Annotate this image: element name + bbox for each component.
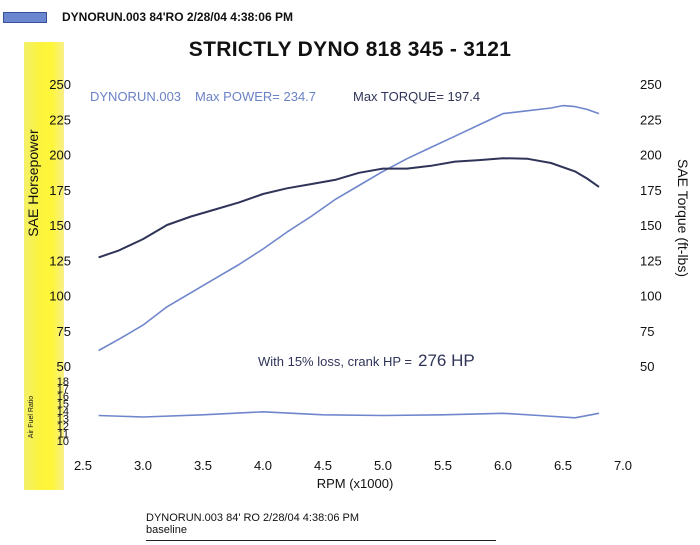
afr-line — [98, 410, 600, 419]
left-tick-label: 75 — [57, 324, 71, 339]
footer-run-info: DYNORUN.003 84' RO 2/28/04 4:38:06 PM — [146, 512, 360, 524]
dyno-chart: 250 225 200 175 150 125 100 75 50 250 225 200 175 15… — [25, 77, 691, 491]
torque-line — [98, 157, 600, 259]
x-tick-label: 5.5 — [434, 458, 452, 473]
right-tick-label: 50 — [640, 359, 654, 374]
left-tick-label: 250 — [49, 77, 71, 92]
afr-tick-label: 12 — [57, 421, 69, 433]
afr-tick-label: 18 — [57, 376, 69, 388]
run-color-swatch — [3, 12, 47, 23]
x-tick-label: 2.5 — [74, 458, 92, 473]
left-tick-label: 100 — [49, 289, 71, 304]
afr-tick-label: 17 — [57, 384, 69, 396]
footer-baseline: baseline — [146, 524, 187, 536]
afr-axis-label: Air Fuel Ratio — [28, 396, 35, 439]
afr-tick-label: 14 — [57, 406, 69, 418]
afr-tick-label: 15 — [57, 399, 69, 411]
right-tick-label: 150 — [640, 218, 662, 233]
right-tick-label: 100 — [640, 289, 662, 304]
right-tick-label: 200 — [640, 148, 662, 163]
legend-power: Max POWER= 234.7 — [195, 89, 316, 104]
x-axis-label: RPM (x1000) — [317, 476, 394, 491]
right-tick-label: 75 — [640, 324, 654, 339]
afr-tick-label: 10 — [57, 436, 69, 448]
left-tick-label: 150 — [49, 218, 71, 233]
left-tick-label: 50 — [57, 359, 71, 374]
power-line — [98, 104, 600, 352]
left-tick-label: 175 — [49, 183, 71, 198]
left-axis-ticks: 250 225 200 175 150 125 100 75 50 — [49, 77, 71, 374]
y-axis-label-right: SAE Torque (ft-lbs) — [675, 159, 691, 277]
run-header: DYNORUN.003 84'RO 2/28/04 4:38:06 PM — [62, 10, 293, 24]
left-tick-label: 225 — [49, 112, 71, 127]
legend-torque: Max TORQUE= 197.4 — [353, 89, 480, 104]
x-tick-label: 5.0 — [374, 458, 392, 473]
afr-tick-label: 11 — [58, 429, 69, 441]
afr-tick-label: 13 — [57, 414, 69, 426]
x-tick-label: 3.0 — [134, 458, 152, 473]
chart-title: STRICTLY DYNO 818 345 - 3121 — [188, 38, 512, 61]
footer-rule — [146, 540, 496, 541]
chart-series — [98, 104, 600, 419]
highlight-band — [24, 42, 64, 490]
x-tick-label: 6.0 — [494, 458, 512, 473]
right-tick-label: 175 — [640, 183, 662, 198]
x-axis-ticks: 2.5 3.0 3.5 4.0 4.5 5.0 5.5 6.0 6.5 7.0 — [74, 458, 632, 473]
left-tick-label: 200 — [49, 148, 71, 163]
right-tick-label: 250 — [640, 77, 662, 92]
x-tick-label: 4.0 — [254, 458, 272, 473]
x-tick-label: 3.5 — [194, 458, 212, 473]
afr-tick-label: 16 — [57, 391, 69, 403]
right-tick-label: 125 — [640, 253, 662, 268]
x-tick-label: 7.0 — [614, 458, 632, 473]
y-axis-label-left: SAE Horsepower — [25, 129, 41, 237]
x-tick-label: 6.5 — [554, 458, 572, 473]
left-tick-label: 125 — [49, 253, 71, 268]
crank-hp-annotation: With 15% loss, crank HP = — [258, 354, 412, 369]
crank-hp-value: 276 HP — [418, 351, 475, 370]
right-axis-ticks: 250 225 200 175 150 125 100 75 50 — [640, 77, 662, 374]
right-tick-label: 225 — [640, 112, 662, 127]
x-tick-label: 4.5 — [314, 458, 332, 473]
legend-run: DYNORUN.003 — [90, 89, 181, 104]
